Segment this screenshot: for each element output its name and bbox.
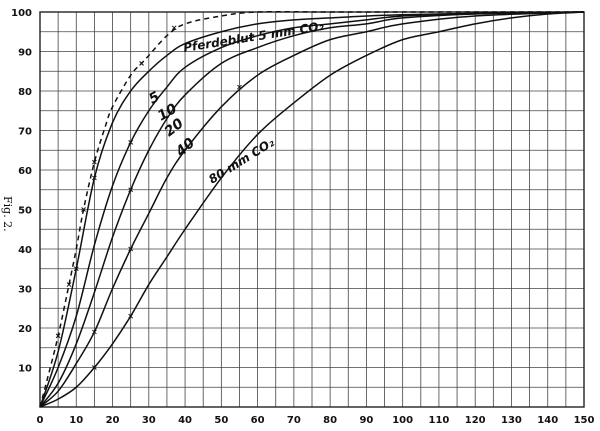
series-2-line (39, 11, 585, 408)
y-tick-label: 70 (18, 127, 32, 138)
series-0-point (55, 333, 61, 339)
x-tick-label: 50 (214, 415, 228, 426)
y-axis-ticks: 10 20 30 40 50 60 70 80 90 100 (11, 8, 32, 375)
series-0-point (171, 25, 177, 31)
series-0-point (81, 207, 86, 212)
x-tick-label: 20 (106, 415, 120, 426)
series-4-point (128, 246, 134, 252)
x-axis-ticks: 0 10 20 30 40 50 60 70 80 90 100 110 120 130 140 150 (37, 415, 595, 426)
x-tick-label: 140 (537, 415, 558, 426)
x-tick-label: 0 (37, 415, 44, 426)
x-tick-label: 100 (392, 415, 413, 426)
y-tick-label: 50 (18, 206, 32, 217)
series-0-point (66, 282, 72, 287)
x-tick-label: 110 (428, 415, 449, 426)
y-tick-label: 40 (18, 245, 32, 256)
x-tick-label: 90 (359, 415, 373, 426)
series-0-point (92, 159, 97, 165)
y-tick-label: 80 (18, 87, 32, 98)
series-0-point (139, 60, 144, 66)
series-2-point (128, 139, 134, 145)
series-4-line (39, 11, 585, 408)
x-tick-label: 70 (287, 415, 301, 426)
y-tick-label: 10 (18, 364, 32, 375)
series-1-line (39, 11, 585, 408)
x-tick-label: 80 (323, 415, 337, 426)
series-1-point (92, 175, 97, 181)
y-tick-label: 20 (18, 324, 32, 335)
x-tick-label: 10 (69, 415, 83, 426)
series-5-point (128, 313, 134, 319)
y-tick-label: 60 (18, 166, 32, 177)
chart-markers (55, 25, 242, 370)
x-tick-label: 120 (465, 415, 486, 426)
x-tick-label: 60 (251, 415, 265, 426)
series-1-point (73, 266, 79, 272)
label-80-mm-co2: 80 mm CO₂ (206, 135, 277, 187)
x-tick-label: 30 (142, 415, 156, 426)
y-tick-label: 90 (18, 48, 32, 59)
y-tick-label: 30 (18, 285, 32, 296)
series-4-point (237, 84, 242, 90)
series-4-point (92, 329, 97, 335)
x-tick-label: 150 (574, 415, 595, 426)
series-3-point (128, 187, 134, 193)
figure-label: Fig. 2. (1, 196, 14, 232)
chart-grid (39, 11, 585, 408)
series-5-point (92, 365, 97, 370)
series-3-line (39, 11, 585, 408)
x-tick-label: 40 (178, 415, 192, 426)
y-tick-label: 100 (11, 8, 32, 19)
x-tick-label: 130 (501, 415, 522, 426)
